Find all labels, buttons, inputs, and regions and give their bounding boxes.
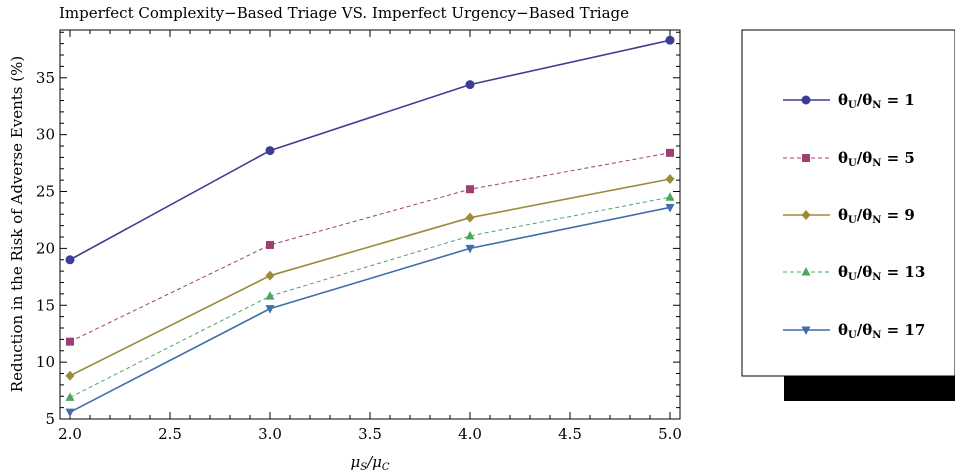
data-point xyxy=(665,192,675,201)
data-point xyxy=(665,203,675,213)
y-tick-label: 10 xyxy=(36,353,55,371)
y-axis: 5 10 15 20 25 30 35 xyxy=(36,31,680,428)
y-tick-label: 25 xyxy=(36,183,55,201)
x-axis-label: μS/μC xyxy=(350,453,389,473)
legend-marker xyxy=(801,95,811,105)
data-point xyxy=(465,244,475,254)
data-point xyxy=(465,80,475,90)
series-4 xyxy=(65,192,675,401)
legend-box xyxy=(741,29,955,377)
y-tick-label: 30 xyxy=(36,126,55,144)
series-line-5 xyxy=(69,206,671,413)
legend-entry-5: θU/θN = 17 xyxy=(783,321,925,341)
series-3 xyxy=(65,174,675,381)
y-tick-label: 5 xyxy=(45,410,55,428)
legend-entry-1: θU/θN = 1 xyxy=(783,91,915,111)
y-tick-label: 35 xyxy=(36,69,55,87)
data-point xyxy=(665,174,675,185)
data-point xyxy=(265,305,275,314)
x-tick-label: 4.0 xyxy=(458,425,482,443)
series-line-2 xyxy=(69,152,671,343)
series-group xyxy=(65,35,675,418)
x-tick-label: 2.5 xyxy=(158,425,182,443)
y-axis-label: Reduction in the Risk of Adverse Events … xyxy=(8,56,26,392)
series-1 xyxy=(65,35,675,265)
data-point xyxy=(465,230,475,240)
legend-label: θU/θN = 1 xyxy=(838,91,915,111)
legend-marker xyxy=(801,326,811,335)
data-point xyxy=(265,270,275,281)
series-line-1 xyxy=(69,39,671,261)
legend-label: θU/θN = 17 xyxy=(838,321,925,341)
data-point xyxy=(65,408,75,418)
legend-label: θU/θN = 13 xyxy=(838,263,925,283)
legend-shadow xyxy=(784,376,955,401)
legend-label: θU/θN = 5 xyxy=(838,149,915,169)
data-point xyxy=(266,240,274,249)
y-tick-label: 15 xyxy=(36,296,55,314)
data-point xyxy=(466,185,474,194)
legend-marker xyxy=(801,210,811,220)
data-point xyxy=(65,392,75,401)
x-axis: 2.0 2.5 3.0 3.5 4.0 4.5 5.0 xyxy=(58,30,682,443)
series-2 xyxy=(66,148,674,346)
data-point xyxy=(465,212,475,223)
x-tick-label: 4.5 xyxy=(558,425,582,443)
data-point xyxy=(66,337,74,346)
legend-label: θU/θN = 9 xyxy=(838,206,915,226)
x-tick-label: 5.0 xyxy=(658,425,682,443)
chart-title: Imperfect Complexity−Based Triage VS. Im… xyxy=(59,4,629,22)
data-point xyxy=(666,148,674,157)
x-tick-label: 3.0 xyxy=(258,425,282,443)
x-tick-label: 3.5 xyxy=(358,425,382,443)
data-point xyxy=(65,255,75,265)
data-point xyxy=(265,291,275,300)
x-tick-label: 2.0 xyxy=(58,425,82,443)
legend-marker xyxy=(802,154,810,162)
legend: θU/θN = 1 θU/θN = 5 θU/θN = 9 θU/θN = 13 θU/… xyxy=(741,29,955,401)
y-tick-label: 20 xyxy=(36,239,55,257)
legend-marker xyxy=(801,267,811,276)
series-line-3 xyxy=(69,178,671,377)
series-line-4 xyxy=(69,196,671,398)
data-point xyxy=(65,370,75,381)
data-point xyxy=(265,146,275,156)
legend-entry-3: θU/θN = 9 xyxy=(783,206,915,226)
legend-entry-4: θU/θN = 13 xyxy=(783,263,925,283)
series-5 xyxy=(65,203,675,418)
legend-entry-2: θU/θN = 5 xyxy=(783,149,915,169)
data-point xyxy=(665,35,675,45)
